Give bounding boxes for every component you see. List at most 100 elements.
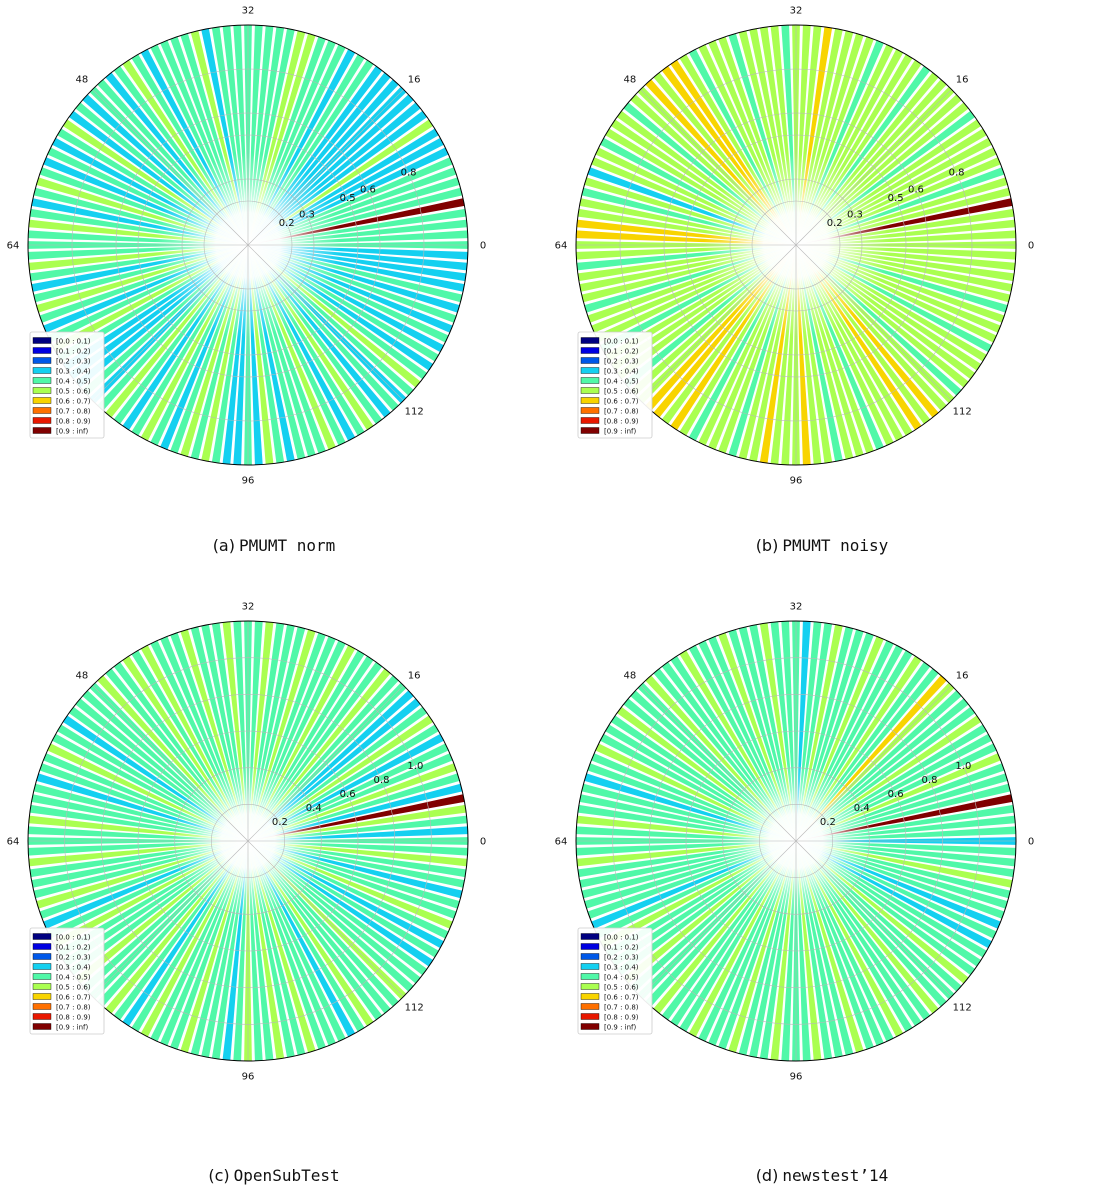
angular-tick-label: 0	[1028, 241, 1034, 252]
caption-c-label: (c)	[208, 1166, 230, 1185]
radial-tick-label: 0.8	[922, 775, 938, 786]
angular-tick-label: 32	[790, 6, 803, 17]
angular-gridline	[92, 244, 249, 401]
polar-chart-a: 0.2 0.3 0.5 0.6 0.8 0 16 32 48 64 96 112 [0.0 : 0.1)…	[7, 6, 487, 487]
legend-swatch	[580, 983, 600, 990]
legend-swatch	[580, 417, 600, 424]
angular-gridline	[92, 89, 249, 246]
radial-tick-label: 0.4	[306, 803, 322, 814]
radial-tick-label: 0.5	[340, 193, 356, 204]
angular-gridline	[640, 685, 797, 842]
outer-border	[27, 24, 469, 466]
angular-tick-label: 64	[7, 837, 20, 848]
radial-tick-label: 0.2	[820, 817, 836, 828]
legend-entry: [0.5 : 0.6)	[604, 984, 639, 992]
legend-swatch	[32, 367, 52, 374]
legend-entry: [0.6 : 0.7)	[56, 994, 91, 1002]
legend-swatch	[32, 407, 52, 414]
chart-panel-b: 0.2 0.3 0.5 0.6 0.8 0 16 32 48 64 96 112 [0.0 : 0.1)…	[548, 0, 1096, 596]
angular-gridline	[795, 685, 952, 842]
legend-swatch	[32, 357, 52, 364]
legend-swatch	[580, 357, 600, 364]
radial-tick-label: 0.6	[360, 184, 376, 195]
legend-entry: [0.7 : 0.8)	[604, 408, 639, 416]
legend-swatch	[32, 397, 52, 404]
legend-entry: [0.3 : 0.4)	[604, 964, 639, 972]
legend-swatch	[580, 933, 600, 940]
legend-entry: [0.8 : 0.9)	[604, 1014, 639, 1022]
grid	[28, 621, 468, 1061]
legend: [0.0 : 0.1) [0.1 : 0.2) [0.2 : 0.3) [0.3 : …	[577, 331, 653, 439]
legend-swatch	[580, 1003, 600, 1010]
legend-swatch	[32, 943, 52, 950]
angular-gridline	[92, 840, 249, 997]
radial-tick-label: 1.0	[955, 761, 971, 772]
legend-entry: [0.5 : 0.6)	[56, 388, 91, 396]
polar-chart-d: 0.2 0.4 0.6 0.8 1.0 0 16 32 48 64 96 112 [0.0 : 0.1)…	[555, 602, 1035, 1083]
angular-tick-label: 0	[1028, 837, 1034, 848]
angular-tick-label: 32	[242, 6, 255, 17]
legend-swatch	[580, 1023, 600, 1030]
legend: [0.0 : 0.1) [0.1 : 0.2) [0.2 : 0.3) [0.3 : …	[577, 927, 653, 1035]
radial-tick-label: 0.8	[401, 168, 417, 179]
angular-gridline	[795, 89, 952, 246]
angular-gridline	[247, 244, 404, 401]
legend: [0.0 : 0.1) [0.1 : 0.2) [0.2 : 0.3) [0.3 : …	[29, 927, 105, 1035]
angular-tick-label: 48	[623, 670, 636, 681]
legend-swatch	[32, 387, 52, 394]
caption-b-code: PMUMT noisy	[782, 536, 889, 555]
legend-swatch	[32, 347, 52, 354]
angular-gridline	[247, 840, 404, 997]
radial-tick-label: 0.8	[949, 168, 965, 179]
angular-tick-label: 16	[956, 74, 969, 85]
legend-entry: [0.0 : 0.1)	[56, 338, 91, 346]
angular-tick-label: 96	[790, 476, 803, 487]
legend-swatch	[580, 1013, 600, 1020]
angular-tick-label: 16	[408, 74, 421, 85]
legend-swatch	[32, 417, 52, 424]
legend-entry: [0.7 : 0.8)	[604, 1004, 639, 1012]
caption-b-label: (b)	[755, 536, 779, 555]
caption-d-label: (d)	[755, 1166, 779, 1185]
legend-entry: [0.4 : 0.5)	[604, 974, 639, 982]
legend-entry: [0.8 : 0.9)	[56, 1014, 91, 1022]
radial-tick-label: 0.6	[888, 789, 904, 800]
radial-tick-label: 0.3	[847, 210, 863, 221]
angular-tick-label: 48	[75, 74, 88, 85]
radial-tick-label: 0.2	[827, 218, 843, 229]
radial-tick-label: 0.2	[272, 817, 288, 828]
angular-tick-label: 0	[480, 837, 486, 848]
legend-swatch	[580, 387, 600, 394]
radial-tick-label: 0.5	[888, 193, 904, 204]
legend-swatch	[32, 427, 52, 434]
angular-tick-label: 16	[956, 670, 969, 681]
legend-entry: [0.3 : 0.4)	[56, 368, 91, 376]
legend-entry: [0.7 : 0.8)	[56, 1004, 91, 1012]
angular-tick-label: 0	[480, 241, 486, 252]
legend-swatch	[32, 973, 52, 980]
legend-entry: [0.9 : inf)	[56, 1024, 89, 1032]
angular-gridline	[640, 89, 797, 246]
angular-gridline	[640, 244, 797, 401]
legend-entry: [0.7 : 0.8)	[56, 408, 91, 416]
grid	[576, 25, 1016, 465]
outer-border	[27, 620, 469, 1062]
legend-entry: [0.2 : 0.3)	[604, 358, 639, 366]
angular-gridline	[795, 244, 952, 401]
polar-chart-c: 0.2 0.4 0.6 0.8 1.0 0 16 32 48 64 96 112 [0.0 : 0.1)…	[7, 602, 487, 1083]
caption-d: (d) newstest’14	[548, 1166, 1096, 1185]
angular-gridline	[795, 840, 952, 997]
legend-entry: [0.2 : 0.3)	[56, 358, 91, 366]
caption-a: (a) PMUMT norm	[0, 536, 548, 555]
legend-entry: [0.1 : 0.2)	[604, 944, 639, 952]
angular-tick-label: 64	[555, 837, 568, 848]
caption-a-label: (a)	[212, 536, 235, 555]
angular-tick-label: 112	[405, 1003, 424, 1014]
radial-tick-label: 0.8	[374, 775, 390, 786]
radial-tick-label: 0.6	[340, 789, 356, 800]
legend-entry: [0.1 : 0.2)	[604, 348, 639, 356]
legend-swatch	[580, 973, 600, 980]
polar-chart-b: 0.2 0.3 0.5 0.6 0.8 0 16 32 48 64 96 112 [0.0 : 0.1)…	[555, 6, 1035, 487]
caption-a-code: PMUMT norm	[238, 536, 336, 555]
legend-entry: [0.6 : 0.7)	[604, 398, 639, 406]
